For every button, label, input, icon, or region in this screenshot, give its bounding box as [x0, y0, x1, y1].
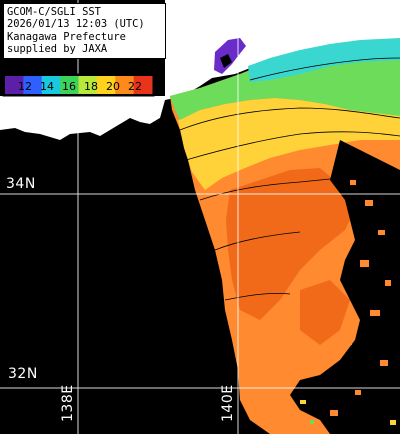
data-credit: supplied by JAXA [7, 43, 108, 56]
legend-swatches [5, 76, 153, 94]
lon-label-140e: 140E [220, 384, 236, 422]
legend-swatch [5, 76, 24, 94]
sea-hot-patch [300, 280, 350, 345]
legend-label: 22 [128, 80, 142, 93]
product-title: GCOM-C/SGLI SST [7, 6, 101, 18]
cloud-gap [290, 140, 400, 434]
isotherm-contours [179, 57, 400, 301]
lon-label-138e: 138E [60, 384, 76, 422]
title-box: GCOM-C/SGLI SST 2026/01/13 12:03 (UTC) K… [3, 3, 166, 59]
sea-cyan [248, 38, 400, 82]
sea-hot [226, 168, 360, 320]
legend-label: 14 [40, 80, 54, 93]
cloud-area [0, 0, 400, 140]
legend-swatch [96, 76, 116, 94]
legend-label: 20 [106, 80, 120, 93]
izu-peninsula [150, 118, 214, 290]
lat-label-34n: 34N [6, 176, 36, 192]
lat-label-32n: 32N [8, 366, 38, 382]
region-name: Kanagawa Prefecture [7, 30, 126, 43]
legend-swatch [60, 76, 79, 94]
legend-swatch [23, 76, 43, 94]
legend-swatch [115, 76, 135, 94]
legend-swatch [78, 76, 98, 94]
legend-labels: 12 14 16 18 20 22 [18, 80, 142, 93]
sea-yellow [178, 98, 400, 190]
color-legend: 12 14 16 18 20 22 [2, 73, 155, 97]
legend-swatch [41, 76, 61, 94]
legend-label: 18 [84, 80, 98, 93]
sst-speckles [300, 180, 396, 425]
island [220, 54, 232, 68]
legend-swatch [133, 76, 153, 94]
legend-label: 12 [18, 80, 32, 93]
sea-green [170, 50, 400, 120]
legend-label: 16 [62, 80, 76, 93]
timestamp: 2026/01/13 12:03 (UTC) [7, 18, 145, 31]
